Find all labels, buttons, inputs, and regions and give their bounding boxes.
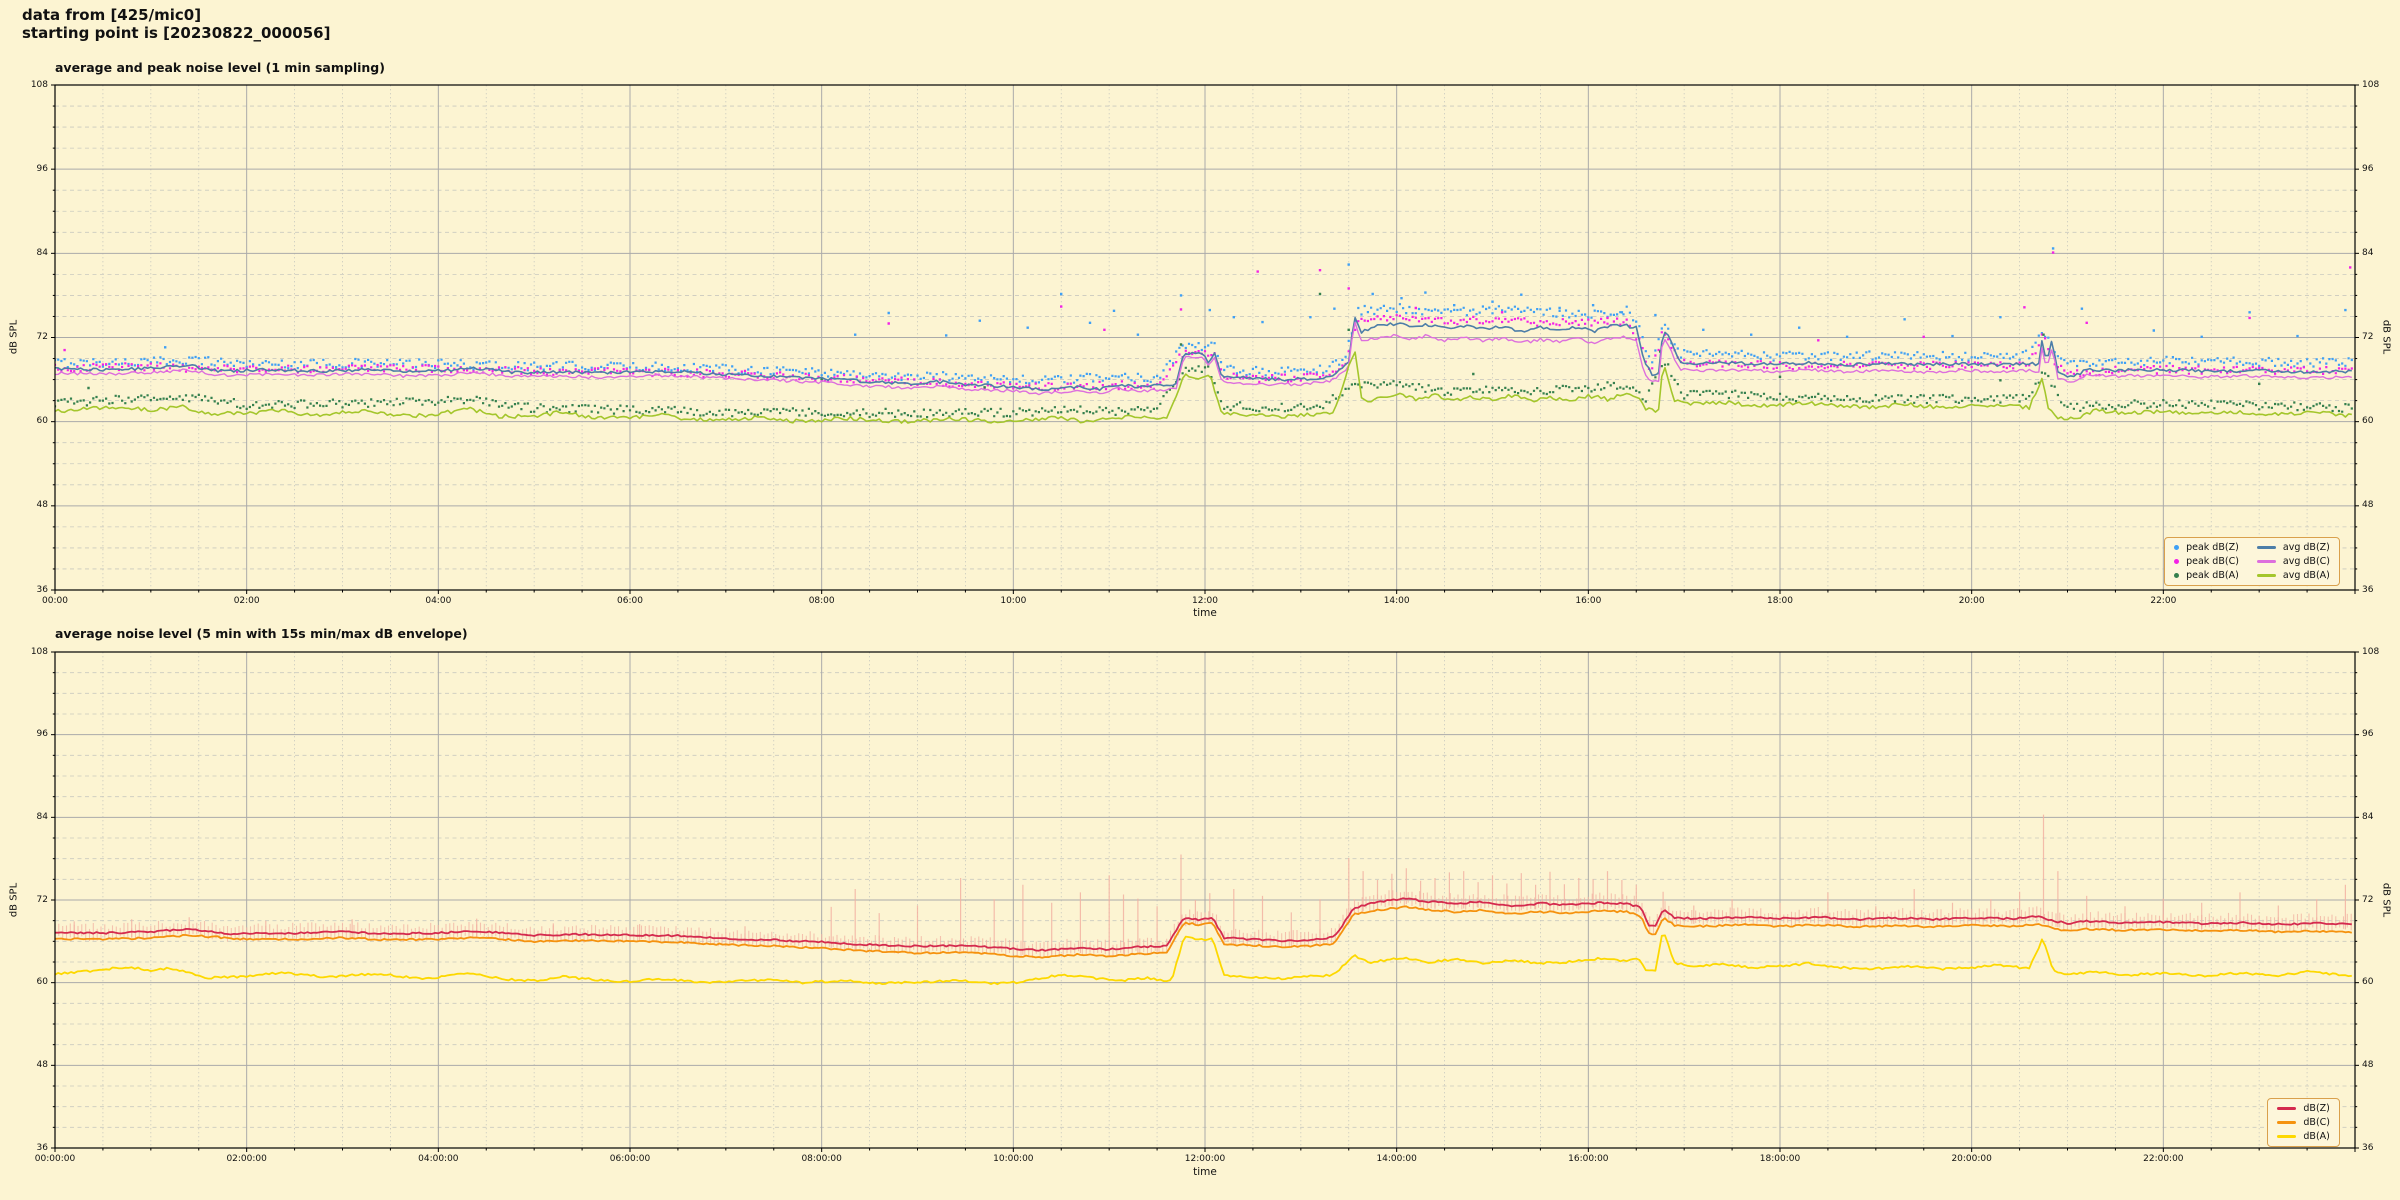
x-tick-label: 06:00: [617, 596, 643, 606]
y-tick-label-left: 84: [36, 811, 48, 822]
legend-label: peak dB(Z): [2186, 542, 2239, 553]
y-tick-label-left: 72: [36, 894, 48, 905]
legend-marker-line: [2277, 1120, 2297, 1125]
y-tick-label-left: 96: [36, 163, 48, 174]
y-tick-label-left: 60: [36, 416, 48, 427]
x-tick-label: 20:00:00: [1951, 1154, 1992, 1164]
legend-marker-line: [2256, 545, 2276, 550]
y-tick-label-right: 96: [2362, 729, 2374, 740]
chart2-plot-area: [51, 651, 2359, 1152]
legend-item: avg dB(Z): [2256, 541, 2330, 554]
x-tick-label: 12:00: [1192, 596, 1218, 606]
x-tick-label: 14:00: [1383, 596, 1410, 606]
legend-item: peak dB(A): [2174, 569, 2239, 582]
legend-marker-dot: [2174, 545, 2180, 550]
legend-marker-line: [2256, 573, 2276, 578]
x-tick-label: 12:00:00: [1184, 1154, 1226, 1164]
legend-label: peak dB(C): [2186, 556, 2239, 567]
y-tick-label-right: 48: [2362, 500, 2374, 511]
x-tick-label: 06:00:00: [609, 1154, 651, 1164]
x-tick-label: 16:00: [1575, 596, 1602, 606]
y-tick-label-right: 48: [2362, 1059, 2374, 1070]
x-tick-label: 02:00:00: [226, 1154, 267, 1164]
y-tick-label-left: 48: [36, 500, 48, 511]
legend-label: dB(Z): [2303, 1103, 2330, 1114]
x-tick-label: 18:00:00: [1759, 1154, 1801, 1164]
y-tick-label-left: 72: [36, 332, 48, 342]
legend-item: peak dB(C): [2174, 555, 2239, 568]
y-tick-label-right: 108: [2362, 79, 2380, 90]
legend-marker-line: [2277, 1106, 2297, 1111]
legend-marker-line: [2277, 1134, 2297, 1139]
y-tick-label-right: 96: [2362, 163, 2374, 174]
legend-item: avg dB(A): [2256, 569, 2330, 582]
header-source-line: data from [425/mic0]: [22, 6, 202, 24]
chart1-title: average and peak noise level (1 min samp…: [55, 60, 385, 75]
y-tick-label-left: 36: [36, 1142, 48, 1153]
legend-label: avg dB(Z): [2282, 542, 2330, 553]
x-tick-label: 10:00: [1000, 596, 1027, 606]
x-tick-label: 22:00: [2150, 596, 2177, 606]
legend-label: dB(A): [2303, 1131, 2330, 1142]
y-tick-label-left: 108: [30, 646, 48, 657]
legend-label: avg dB(C): [2282, 556, 2330, 567]
x-tick-label: 22:00:00: [2143, 1154, 2184, 1164]
legend-item: dB(Z): [2277, 1102, 2330, 1115]
x-tick-label: 04:00:00: [418, 1154, 459, 1164]
y-tick-label-right: 36: [2362, 1142, 2374, 1153]
x-tick-label: 04:00: [425, 596, 452, 606]
chart1-legend: peak dB(Z) peak dB(C) peak dB(A) avg dB(Z) a…: [2164, 537, 2340, 586]
y-tick-label-left: 108: [30, 79, 48, 90]
chart1-plot-area: [51, 84, 2359, 594]
x-tick-label: 00:00:00: [34, 1154, 76, 1164]
chart2-xlabel: time: [1193, 1166, 1217, 1178]
legend-marker-dot: [2174, 559, 2180, 564]
legend-item: peak dB(Z): [2174, 541, 2239, 554]
y-tick-label-right: 72: [2362, 332, 2374, 342]
y-tick-label-right: 60: [2362, 977, 2374, 988]
y-tick-label-right: 108: [2362, 646, 2380, 657]
legend-label: peak dB(A): [2186, 570, 2239, 581]
y-tick-label-left: 36: [36, 584, 48, 595]
chart1-xlabel: time: [1193, 607, 1217, 619]
y-tick-label-right: 60: [2362, 416, 2374, 427]
x-tick-label: 16:00:00: [1568, 1154, 1609, 1164]
chart2-ylabel-left: dB SPL: [8, 882, 20, 918]
legend-item: dB(A): [2277, 1130, 2330, 1143]
chart1-ylabel-left: dB SPL: [8, 319, 20, 355]
x-tick-label: 10:00:00: [993, 1154, 1034, 1164]
x-tick-label: 02:00: [233, 596, 260, 606]
x-tick-label: 08:00: [808, 596, 835, 606]
chart2-title: average noise level (5 min with 15s min/…: [55, 626, 468, 641]
y-tick-label-left: 60: [36, 977, 48, 988]
y-tick-label-right: 84: [2362, 247, 2374, 258]
chart2-ylabel-right: dB SPL: [2380, 882, 2392, 918]
legend-label: avg dB(A): [2282, 570, 2330, 581]
x-tick-label: 00:00: [42, 596, 68, 606]
x-tick-label: 18:00: [1767, 596, 1793, 606]
y-tick-label-left: 84: [36, 247, 48, 258]
y-tick-label-right: 36: [2362, 584, 2374, 595]
x-tick-label: 20:00: [1958, 596, 1985, 606]
legend-item: avg dB(C): [2256, 555, 2330, 568]
legend-item: dB(C): [2277, 1116, 2330, 1129]
legend-label: dB(C): [2303, 1117, 2330, 1128]
header-starting-line: starting point is [20230822_000056]: [22, 24, 331, 42]
y-tick-label-right: 72: [2362, 894, 2374, 905]
x-tick-label: 14:00:00: [1376, 1154, 1417, 1164]
chart2-legend: dB(Z) dB(C) dB(A): [2267, 1098, 2340, 1147]
y-tick-label-left: 96: [36, 729, 48, 740]
y-tick-label-right: 84: [2362, 811, 2374, 822]
legend-marker-line: [2256, 559, 2276, 564]
y-tick-label-left: 48: [36, 1059, 48, 1070]
x-tick-label: 08:00:00: [801, 1154, 842, 1164]
legend-marker-dot: [2174, 573, 2180, 578]
chart1-ylabel-right: dB SPL: [2380, 319, 2392, 355]
